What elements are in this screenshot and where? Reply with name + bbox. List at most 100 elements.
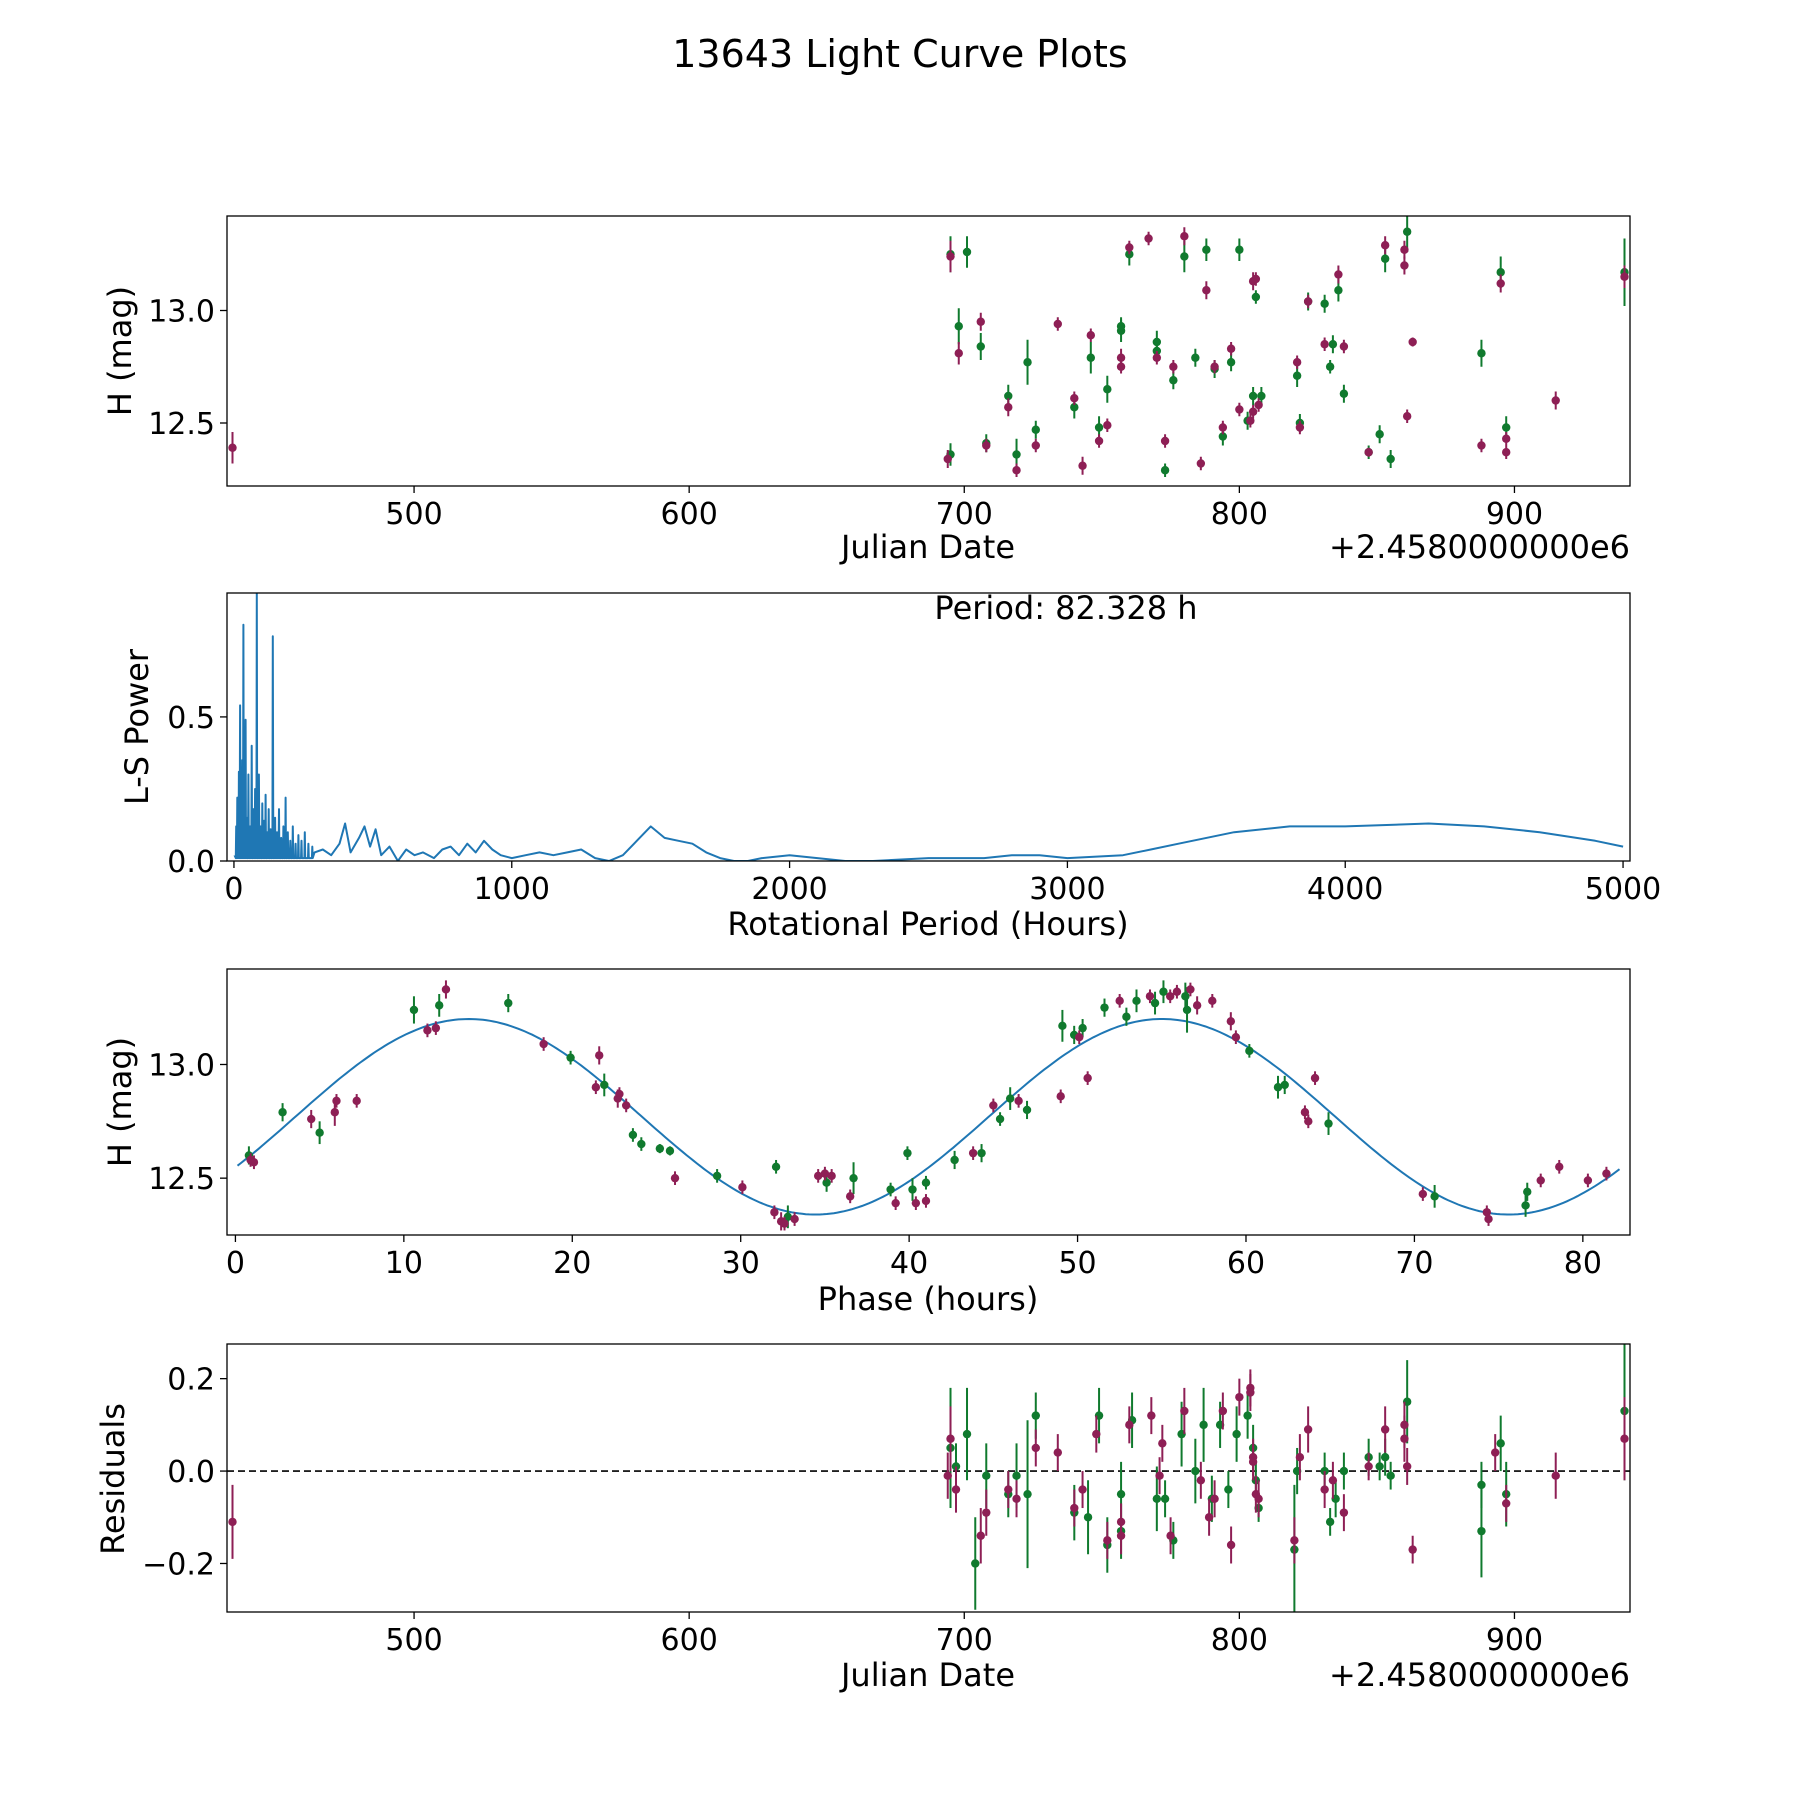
purple-data-point <box>954 349 963 358</box>
purple-data-point <box>1070 1503 1079 1513</box>
lightcurve-offset-label: +2.4580000000e6 <box>1329 528 1630 566</box>
purple-data-point <box>1364 448 1373 457</box>
lightcurve-panel: 500 600 700 800 900 12.5 13.0 Julian Date H (m… <box>101 215 1631 566</box>
purple-data-point <box>1125 243 1134 252</box>
green-data-point <box>1122 1012 1131 1021</box>
purple-data-point <box>820 1169 830 1178</box>
green-data-point <box>1243 1411 1252 1420</box>
purple-data-point <box>891 1198 900 1208</box>
green-data-point <box>908 1185 917 1194</box>
residuals-ticks: 500 600 700 800 900 −0.2 0.0 0.2 <box>142 1363 1543 1658</box>
purple-data-point <box>1320 340 1329 349</box>
green-data-point <box>655 1144 665 1153</box>
purple-data-point <box>1012 1494 1021 1503</box>
residuals-y-label: Residuals <box>94 1403 132 1555</box>
lightcurve-axes-frame <box>226 215 1631 487</box>
residuals-marks <box>227 1344 1630 1612</box>
green-data-point <box>1523 1187 1532 1197</box>
residuals-x-label: Julian Date <box>839 1656 1015 1694</box>
purple-data-point <box>423 1026 432 1035</box>
purple-data-point <box>911 1198 921 1208</box>
green-data-point <box>1430 1192 1439 1201</box>
purple-data-point <box>1551 396 1560 405</box>
green-data-point <box>1116 1489 1126 1499</box>
x-tick-label: 0 <box>226 1246 245 1281</box>
x-tick-label: 70 <box>1395 1246 1433 1281</box>
phased-marks <box>236 980 1621 1231</box>
x-tick-label: 2000 <box>751 872 827 907</box>
purple-data-point <box>1408 1545 1417 1554</box>
green-data-point <box>1521 1201 1530 1210</box>
green-data-point <box>1248 391 1258 401</box>
purple-data-point <box>1583 1176 1593 1185</box>
purple-data-point <box>989 1101 998 1110</box>
purple-data-point <box>1053 1448 1062 1457</box>
green-data-point <box>849 1173 858 1183</box>
lightcurve-marks <box>228 216 1629 477</box>
purple-data-point <box>1251 274 1261 284</box>
x-tick-label: 0 <box>224 872 243 907</box>
periodogram-annotation: Period: 82.328 h <box>934 589 1197 627</box>
purple-data-point <box>1083 1073 1092 1083</box>
green-data-point <box>982 1471 991 1480</box>
purple-data-point <box>330 1108 339 1117</box>
green-data-point <box>566 1053 575 1062</box>
purple-data-point <box>790 1214 799 1224</box>
green-data-point <box>1116 322 1126 331</box>
purple-data-point <box>1295 423 1305 432</box>
purple-data-point <box>976 317 985 326</box>
purple-data-point <box>738 1183 747 1192</box>
green-data-point <box>1375 430 1384 439</box>
purple-data-point <box>591 1083 601 1092</box>
purple-data-point <box>1094 436 1104 446</box>
purple-data-point <box>431 1023 441 1033</box>
x-tick-label: 500 <box>385 1623 442 1658</box>
purple-data-point <box>1254 1494 1263 1503</box>
purple-data-point <box>1078 1485 1087 1494</box>
purple-data-point <box>228 1517 237 1527</box>
purple-data-point <box>1339 342 1349 351</box>
x-tick-label: 30 <box>722 1246 760 1281</box>
green-data-point <box>1202 245 1211 254</box>
purple-data-point <box>1092 1429 1101 1439</box>
green-data-point <box>976 342 985 351</box>
green-data-point <box>637 1139 646 1149</box>
purple-data-point <box>1210 1494 1219 1503</box>
phased-x-label: Phase (hours) <box>818 1280 1039 1318</box>
green-data-point <box>1152 1494 1162 1503</box>
purple-data-point <box>1075 1033 1084 1042</box>
green-data-point <box>1273 1083 1283 1092</box>
purple-data-point <box>1172 987 1182 996</box>
purple-data-point <box>1408 337 1417 347</box>
purple-data-point <box>1145 992 1155 1001</box>
green-data-point <box>783 1212 793 1222</box>
green-data-point <box>1280 1080 1289 1090</box>
purple-data-point <box>1400 261 1409 270</box>
purple-data-point <box>951 1485 961 1494</box>
purple-data-point <box>1602 1169 1611 1178</box>
purple-data-point <box>670 1173 680 1183</box>
purple-data-point <box>1053 319 1062 329</box>
lightcurve-plot-area <box>228 216 1629 477</box>
green-data-point <box>1328 340 1338 349</box>
purple-data-point <box>1004 403 1013 412</box>
green-data-point <box>315 1128 324 1137</box>
green-data-point <box>1023 358 1032 367</box>
purple-data-point <box>307 1114 316 1124</box>
purple-data-point <box>946 252 955 261</box>
green-data-point <box>712 1171 722 1181</box>
purple-data-point <box>813 1171 823 1181</box>
green-data-point <box>1160 1494 1170 1503</box>
green-data-point <box>1012 1471 1021 1480</box>
purple-data-point <box>1246 1388 1255 1397</box>
green-data-point <box>600 1080 609 1090</box>
x-tick-label: 10 <box>385 1246 423 1281</box>
residuals-axes-frame <box>226 1343 1631 1613</box>
x-tick-label: 80 <box>1564 1246 1602 1281</box>
purple-data-point <box>1254 400 1263 410</box>
x-tick-label: 5000 <box>1585 872 1661 907</box>
purple-data-point <box>1502 434 1511 443</box>
purple-data-point <box>1186 985 1195 994</box>
purple-data-point <box>1012 466 1021 475</box>
